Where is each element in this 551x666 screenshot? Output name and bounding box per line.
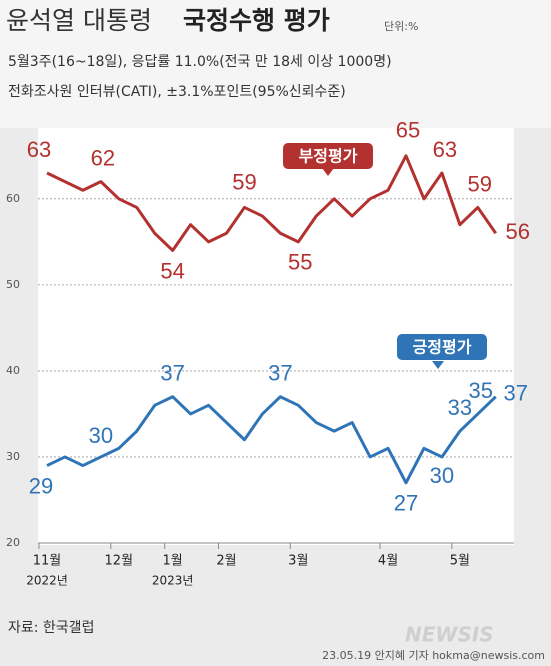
data-label: 37 <box>268 361 292 386</box>
credit: 23.05.19 안지혜 기자 hokma@newsis.com <box>322 649 545 662</box>
series-line <box>46 154 497 252</box>
legend-label: 긍정평가 <box>413 338 472 357</box>
legend-label: 부정평가 <box>299 147 358 166</box>
data-label: 63 <box>433 137 457 162</box>
data-label: 29 <box>29 473 53 498</box>
series-line <box>46 395 497 485</box>
x-tick-label: 4월 <box>378 554 398 569</box>
title-prefix: 윤석열 대통령 <box>6 6 152 35</box>
legend-box <box>283 143 373 169</box>
data-label: 33 <box>448 395 472 420</box>
x-tick-label: 11월 <box>33 554 62 569</box>
unit: 단위:% <box>384 20 418 33</box>
data-label: 59 <box>232 169 256 194</box>
legend-pointer <box>322 168 334 176</box>
x-tick-label: 3월 <box>288 554 308 569</box>
data-label: 63 <box>27 137 51 162</box>
x-tick-label: 12월 <box>105 554 134 569</box>
data-label: 37 <box>160 361 184 386</box>
legend-pointer <box>432 361 444 369</box>
y-tick-label: 40 <box>6 364 20 377</box>
data-label: 62 <box>91 145 115 170</box>
y-tick-label: 20 <box>6 536 20 549</box>
data-label: 54 <box>160 258 184 283</box>
x-tick-label: 2월 <box>216 554 236 569</box>
data-label: 37 <box>504 381 528 406</box>
y-tick-label: 50 <box>6 278 20 291</box>
x-sublabel: 2023년 <box>152 574 194 588</box>
legend-box <box>397 334 487 360</box>
data-label: 65 <box>396 118 420 143</box>
data-label: 59 <box>468 171 492 196</box>
data-label: 55 <box>288 250 312 275</box>
subtitle: 전화조사원 인터뷰(CATI), ±3.1%포인트(95%신뢰수준) <box>8 84 346 100</box>
subtitle: 5월3주(16~18일), 응답률 11.0%(전국 만 18세 이상 1000… <box>8 54 392 70</box>
data-label: 30 <box>89 423 113 448</box>
data-label: 30 <box>430 463 454 488</box>
y-tick-label: 30 <box>6 450 20 463</box>
source: 자료: 한국갤럽 <box>8 620 94 636</box>
y-tick-label: 60 <box>6 192 20 205</box>
x-sublabel: 2022년 <box>26 574 68 588</box>
header-bg <box>0 0 551 128</box>
data-label: 27 <box>394 491 418 516</box>
chart-title: 국정수행 평가 <box>183 6 330 35</box>
data-label: 35 <box>469 378 493 403</box>
data-label: 56 <box>506 219 530 244</box>
x-tick-label: 5월 <box>450 554 470 569</box>
x-tick-label: 1월 <box>163 554 183 569</box>
logo: NEWSIS <box>405 623 494 647</box>
